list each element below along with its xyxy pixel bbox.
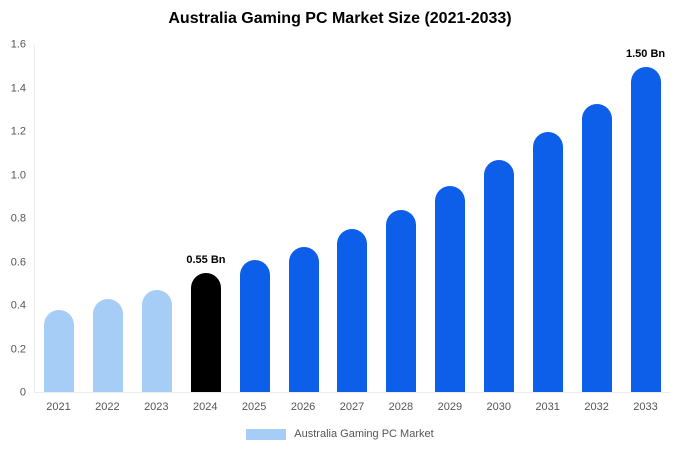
bar-2024: 0.55 Bn [186, 254, 226, 392]
bar-column-2030 [475, 45, 524, 392]
bar-column-2022 [84, 45, 133, 392]
y-tick-label-1.0: 1.0 [10, 169, 26, 181]
bar-value-label-2033: 1.50 Bn [625, 47, 666, 60]
y-tick-label-0.4: 0.4 [10, 299, 26, 312]
bar-column-2024: 0.55 Bn [182, 45, 231, 392]
x-axis-label-2029: 2029 [437, 401, 463, 413]
x-axis-label-2033: 2033 [633, 401, 658, 413]
x-axis-label-2025: 2025 [241, 401, 267, 413]
bar-column-2023 [133, 45, 182, 392]
bar-column-2028 [377, 45, 426, 392]
bar-2027 [337, 229, 368, 392]
bar-column-2026 [279, 45, 328, 392]
bar-column-2025 [230, 45, 279, 392]
y-tick-label-0: 0 [19, 386, 26, 399]
chart-title: Australia Gaming PC Market Size (2021-20… [168, 10, 512, 27]
bar-column-2029 [426, 45, 475, 392]
x-axis-label-2023: 2023 [144, 401, 169, 413]
bar-2021 [44, 309, 75, 392]
bar-2025 [239, 259, 270, 392]
y-tick-label-1.4: 1.4 [10, 82, 26, 94]
y-axis: 0 0.2 0.4 0.6 0.8 1.0 1.2 1.4 1.6 [0, 39, 28, 398]
y-tick-label-0.2: 0.2 [10, 343, 26, 355]
bar-column-2021 [35, 45, 84, 392]
legend: Australia Gaming PC Market [0, 426, 680, 442]
x-axis-label-2027: 2027 [339, 401, 365, 413]
y-tick-label-1.2: 1.2 [10, 125, 26, 138]
bar-value-label-2024: 0.55 Bn [186, 253, 226, 266]
bar-2023 [142, 290, 173, 392]
x-axis-label-2032: 2032 [584, 401, 609, 413]
x-axis-label-2028: 2028 [388, 401, 414, 413]
bar-2028 [386, 209, 417, 392]
x-axis-label-2024: 2024 [192, 401, 218, 413]
x-axis-label-2030: 2030 [486, 401, 511, 413]
bar-2033: 1.50 Bn [626, 48, 665, 392]
bar-column-2031 [523, 45, 572, 392]
plot-area: 0.55 Bn 1.50 Bn [34, 45, 670, 393]
y-tick-label-0.6: 0.6 [10, 256, 26, 268]
x-axis-label-2031: 2031 [535, 401, 560, 413]
bar-2032 [581, 103, 612, 392]
y-tick-label-0.8: 0.8 [10, 212, 26, 225]
legend-label: Australia Gaming PC Market [294, 428, 434, 440]
bar-2026 [288, 246, 319, 392]
legend-swatch [246, 428, 287, 440]
bar-2029 [435, 185, 466, 392]
bar-column-2033: 1.50 Bn [621, 45, 670, 392]
x-axis-label-2021: 2021 [46, 401, 71, 413]
bar-column-2027 [328, 45, 377, 392]
x-axis: 2021 2022 2023 2024 2025 2026 2027 2028 2029 2030… [34, 396, 670, 414]
bar-2030 [484, 159, 515, 392]
x-axis-label-2026: 2026 [290, 401, 316, 413]
bar-2022 [93, 298, 124, 392]
bar-column-2032 [572, 45, 621, 392]
y-tick-label-1.6: 1.6 [10, 38, 26, 51]
bar-2031 [532, 131, 563, 392]
x-axis-label-2022: 2022 [95, 401, 120, 413]
